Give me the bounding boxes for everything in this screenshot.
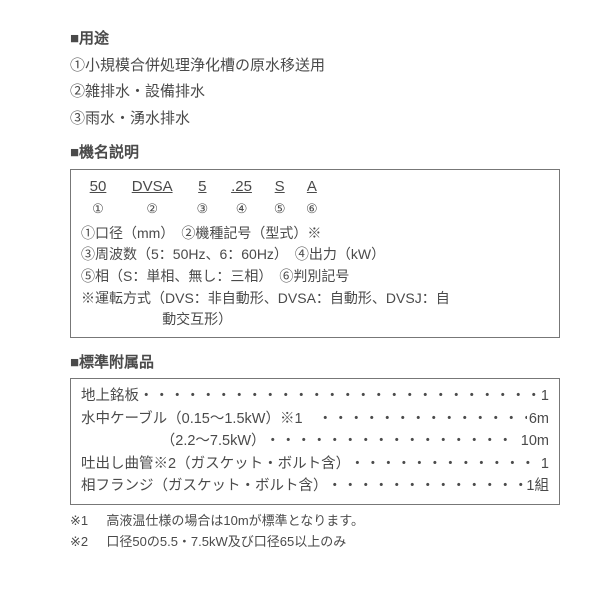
code-top: DVSA [132, 178, 173, 195]
modelname-box: 50 ① DVSA ② 5 ③ .25 ④ S ⑤ A ⑥ [70, 169, 560, 338]
legend-line: 動交互形） [81, 309, 549, 331]
legend-line: ①口径（mm） ②機種記号（型式）※ [81, 223, 549, 245]
code-bot: ④ [236, 201, 248, 216]
use-item: ③雨水・湧水排水 [70, 108, 560, 131]
code-bot: ⑤ [274, 201, 286, 216]
uses-list: ①小規模合併処理浄化槽の原水移送用 ②雑排水・設備排水 ③雨水・湧水排水 [70, 55, 560, 131]
accessories-box: 地上銘板 ・・・・・・・・・・・・・・・・・・・・・・・・・・・・・・・・・・・… [70, 378, 560, 504]
accessory-name: 水中ケーブル（0.15～1.5kW）※1 [81, 408, 303, 430]
code-bot: ⑥ [306, 201, 318, 216]
code-bot: ① [92, 201, 104, 216]
use-item: ②雑排水・設備排水 [70, 81, 560, 104]
legend-line: ⑤相（S：単相、無し：三相） ⑥判別記号 [81, 266, 549, 288]
accessory-value: 1 [539, 453, 549, 475]
footnote-text: 高液温仕様の場合は10mが標準となります。 [106, 511, 364, 532]
section-title-accessories: ■標準附属品 [70, 352, 560, 375]
dot-leader: ・・・・・・・・・・・・・・・・・・・・・・・・・ [328, 475, 525, 497]
footnote-row: ※1 高液温仕様の場合は10mが標準となります。 [70, 511, 560, 532]
accessory-name: 吐出し曲管※2（ガスケット・ボルト含） [81, 453, 350, 475]
model-legend: ①口径（mm） ②機種記号（型式）※ ③周波数（5：50Hz、6：60Hz） ④… [81, 223, 549, 331]
footnote-tag: ※2 [70, 532, 106, 553]
code-bot: ② [146, 201, 158, 216]
accessory-row: （2.2～7.5kW） ・・・・・・・・・・・・・・・・・・・・・・・・・・・・… [81, 430, 549, 452]
accessory-name: 地上銘板 [81, 385, 139, 407]
code-top: A [307, 178, 317, 195]
code-top: .25 [231, 178, 252, 195]
section-title-uses: ■用途 [70, 28, 560, 51]
accessory-row: 相フランジ（ガスケット・ボルト含） ・・・・・・・・・・・・・・・・・・・・・・… [81, 475, 549, 497]
accessory-value: 6m [527, 408, 549, 430]
code-top: S [275, 178, 285, 195]
use-item: ①小規模合併処理浄化槽の原水移送用 [70, 55, 560, 78]
section-title-modelname: ■機名説明 [70, 142, 560, 165]
code-bot: ③ [197, 201, 209, 216]
footnote-row: ※2 口径50の5.5・7.5kW及び口径65以上のみ [70, 532, 560, 553]
footnote-tag: ※1 [70, 511, 106, 532]
model-code-line: 50 ① DVSA ② 5 ③ .25 ④ S ⑤ A ⑥ [81, 176, 549, 221]
accessory-name: （2.2～7.5kW） [81, 430, 266, 452]
legend-line: ※運転方式（DVS：非自動形、DVSA：自動形、DVSJ：自 [81, 288, 549, 310]
accessory-value: 1組 [524, 475, 549, 497]
accessory-row: 吐出し曲管※2（ガスケット・ボルト含） ・・・・・・・・・・・・・・・・・・・・… [81, 453, 549, 475]
accessory-row: 地上銘板 ・・・・・・・・・・・・・・・・・・・・・・・・・・・・・・・・・・・… [81, 385, 549, 407]
dot-leader: ・・・・・・・・・・・・・・・・・・・・・・・・・・・・・ [303, 408, 527, 430]
footnote-text: 口径50の5.5・7.5kW及び口径65以上のみ [106, 532, 346, 553]
accessory-row: 水中ケーブル（0.15～1.5kW）※1 ・・・・・・・・・・・・・・・・・・・… [81, 408, 549, 430]
accessory-value: 1 [539, 385, 549, 407]
dot-leader: ・・・・・・・・・・・・・・・・・・・・・・・・・・・・・・・・・・・・・・・・… [139, 385, 539, 407]
code-top: 5 [198, 178, 206, 195]
footnotes: ※1 高液温仕様の場合は10mが標準となります。 ※2 口径50の5.5・7.5… [70, 511, 560, 553]
dot-leader: ・・・・・・・・・・・・・・・・・・・・・・・・・ [350, 453, 539, 475]
dot-leader: ・・・・・・・・・・・・・・・・・・・・・・・・・・・・・・・ [266, 430, 519, 452]
accessory-name: 相フランジ（ガスケット・ボルト含） [81, 475, 328, 497]
legend-line: ③周波数（5：50Hz、6：60Hz） ④出力（kW） [81, 244, 549, 266]
accessory-value: 10m [519, 430, 549, 452]
code-top: 50 [90, 178, 107, 195]
